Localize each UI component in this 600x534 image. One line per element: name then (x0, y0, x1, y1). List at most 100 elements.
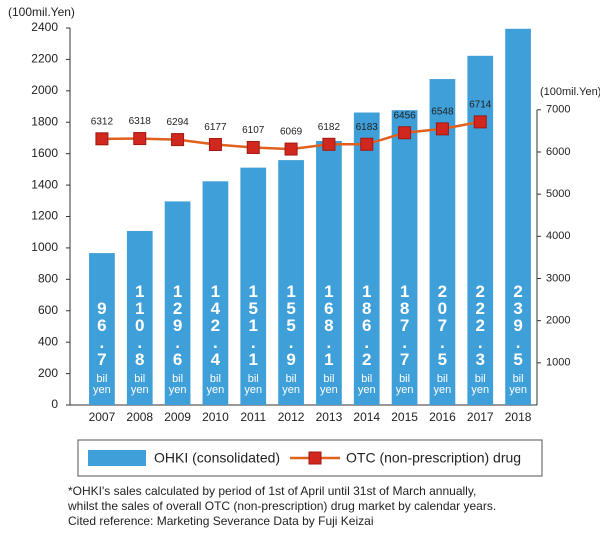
bar-value-label-part: 9 (286, 350, 295, 369)
legend-label: OTC (non-prescription) drug (346, 450, 521, 466)
bar-value-label-part: 1 (400, 282, 409, 301)
bar-value-label-part: yen (169, 384, 187, 396)
legend-label: OHKI (consolidated) (154, 450, 280, 466)
bar-value-label-part: bil (475, 373, 486, 385)
bar (89, 253, 115, 405)
bar-value-label-part: 7 (438, 316, 447, 335)
bar-value-label-part: . (440, 333, 445, 352)
line-value-label: 6177 (204, 122, 227, 133)
bar-value-label-part: 2 (476, 282, 485, 301)
bar (316, 140, 342, 405)
bar-value-label-part: 2 (476, 299, 485, 318)
y-tick-label: 1000 (31, 240, 58, 254)
bar-value-label-part: yen (396, 384, 414, 396)
bar-value-label-part: 1 (286, 282, 295, 301)
line-marker (435, 122, 449, 136)
bar-value-label-part: yen (207, 384, 225, 396)
bar-value-label: 1 1 0. 8 bil yen (131, 282, 149, 395)
bar-value-label-part: 2 (513, 282, 522, 301)
bar-value-label-part: 1 (249, 350, 258, 369)
bar-value-label-part: bil (172, 373, 183, 385)
line-value-label: 6548 (431, 107, 454, 118)
y2-tick-label: 6000 (546, 146, 570, 158)
bar-value-label-part: 3 (513, 299, 522, 318)
bar-value-label-part: . (251, 333, 256, 352)
bar (505, 28, 531, 406)
bar-value-label-part: 1 (324, 282, 333, 301)
bar-value-label-part: 0 (135, 316, 144, 335)
x-tick-label: 2015 (391, 410, 418, 424)
bar-value-label-part: 8 (400, 299, 409, 318)
legend-swatch (88, 450, 146, 466)
bar-value-label-part: yen (244, 384, 262, 396)
x-tick-label: 2017 (467, 410, 494, 424)
bar-value-label-part: yen (131, 384, 149, 396)
bar-value-label: 1 8 6. 2 bil yen (358, 282, 376, 395)
bar-value-label-part: bil (323, 373, 334, 385)
y2-tick-label: 5000 (546, 188, 570, 200)
bar (164, 201, 191, 405)
bar-value-label-part: 8 (362, 299, 371, 318)
bar-value-label-part: 1 (135, 282, 144, 301)
bar-value-label-part: 9 (173, 316, 182, 335)
bar-value-label-part: . (364, 333, 369, 352)
line-marker (171, 133, 185, 147)
bar-value-label-part: bil (134, 373, 145, 385)
y-tick-label: 600 (38, 303, 58, 317)
line-marker (360, 137, 374, 151)
bar-value-label-part: 7 (400, 350, 409, 369)
x-tick-label: 2014 (353, 410, 380, 424)
bar-value-label-part: yen (282, 384, 300, 396)
bar-value-label-part: . (402, 333, 407, 352)
x-tick-label: 2009 (164, 410, 191, 424)
bar-value-label-part: 8 (135, 350, 144, 369)
bar-value-label-part: . (213, 333, 218, 352)
legend-marker (308, 451, 322, 465)
x-tick-label: 2012 (278, 410, 305, 424)
y-tick-label: 800 (38, 272, 58, 286)
bar-value-label-part: 1 (249, 282, 258, 301)
footnote: *OHKI's sales calculated by period of 1s… (68, 484, 476, 498)
bar-value-label: 1 6 8. 1 bil yen (320, 282, 338, 395)
bar-value-label-part: yen (509, 384, 527, 396)
y-tick-label: 1400 (31, 177, 58, 191)
bar-value-label-part: 5 (513, 350, 522, 369)
bar-value-label-part: . (478, 333, 483, 352)
bar-value-label-part: 9 (97, 299, 106, 318)
line-marker (398, 126, 412, 140)
bar-value-label: 2 3 9. 5 bil yen (509, 282, 527, 395)
bar-value-label-part: . (100, 333, 105, 352)
y-tick-label: 0 (51, 397, 58, 411)
bar-value-label-part: 6 (173, 350, 182, 369)
x-tick-label: 2018 (505, 410, 532, 424)
bar-value-label-part: 3 (476, 350, 485, 369)
bar-value-label-part: bil (248, 373, 259, 385)
x-tick-label: 2011 (240, 410, 266, 424)
bar-value-label: 9 6. 7 bil yen (93, 299, 111, 395)
line-marker (322, 137, 336, 151)
bar-value-label-part: 6 (97, 316, 106, 335)
y2-tick-label: 2000 (546, 315, 570, 327)
bar-value-label-part: bil (96, 373, 107, 385)
line-marker (95, 132, 109, 146)
y2-tick-label: 1000 (546, 357, 570, 369)
y-tick-label: 2000 (31, 83, 58, 97)
bar-value-label-part: 1 (135, 299, 144, 318)
bar (353, 112, 380, 405)
bar-value-label: 1 4 2. 4 bil yen (207, 282, 225, 395)
bar-value-label-part: 5 (438, 350, 447, 369)
y2-tick-label: 7000 (546, 104, 570, 116)
bar-value-label-part: 2 (362, 350, 371, 369)
y-tick-label: 400 (38, 334, 58, 348)
bar-value-label-part: . (289, 333, 294, 352)
bar-value-label-part: bil (399, 373, 410, 385)
bar-value-label-part: 6 (362, 316, 371, 335)
bar (126, 230, 153, 405)
bar-value-label-part: yen (93, 384, 111, 396)
footnote: Cited reference: Marketing Severance Dat… (68, 514, 373, 528)
bar-value-label-part: yen (320, 384, 338, 396)
line-marker (473, 115, 487, 129)
bar-value-label-part: 2 (211, 316, 220, 335)
bar-value-label-part: yen (471, 384, 489, 396)
y-tick-label: 1200 (31, 209, 58, 223)
